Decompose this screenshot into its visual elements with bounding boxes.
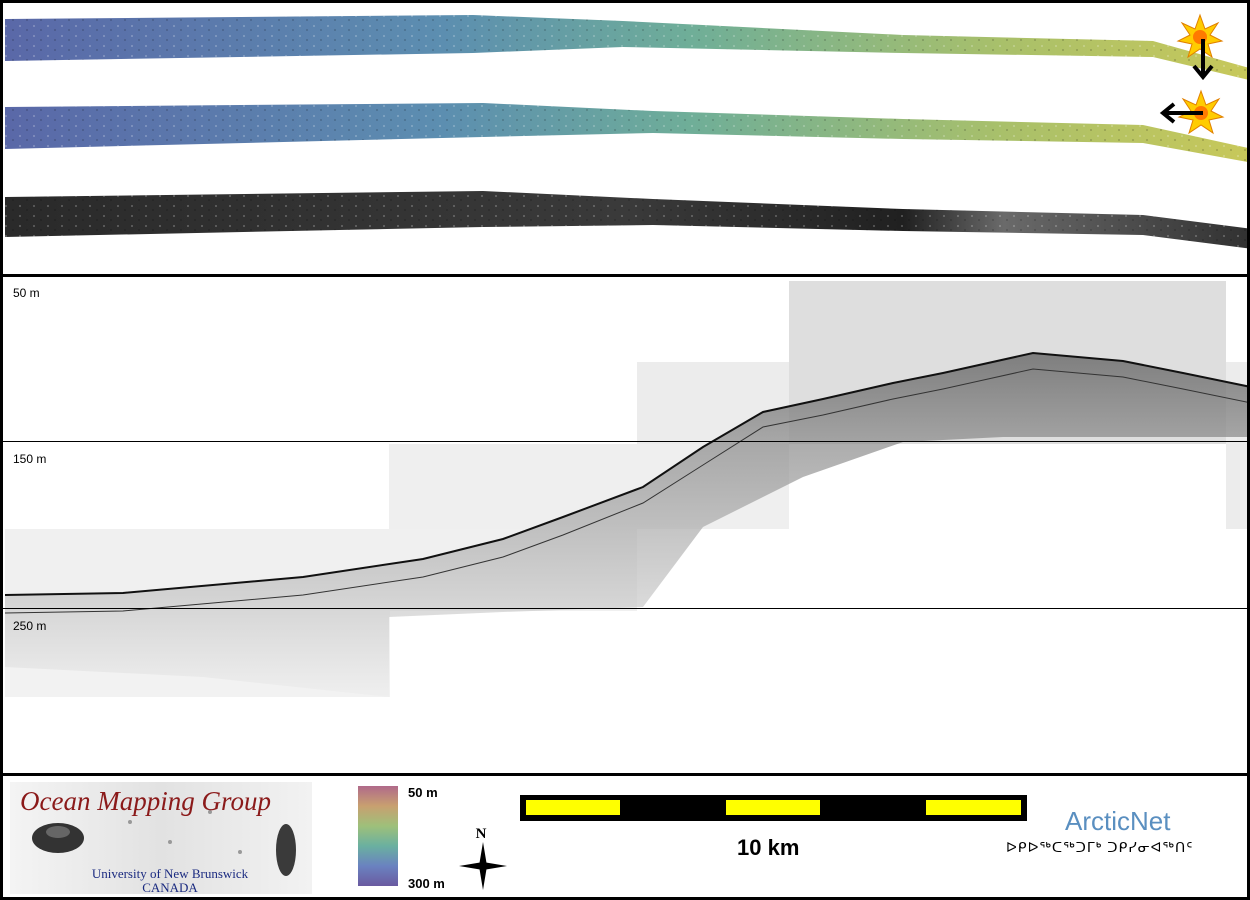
scale-segment (526, 800, 620, 815)
backscatter-strip-texture (5, 191, 1247, 249)
depth-label-50: 50 m (13, 286, 40, 300)
depth-gridline (3, 608, 1247, 609)
arrow-down-icon (1192, 39, 1214, 81)
depth-label-250: 250 m (13, 619, 47, 633)
omg-logo-graphic (32, 810, 296, 876)
bathymetry-strip-2-texture (5, 103, 1247, 162)
subbottom-profile-panel: 50 m 150 m 250 m (0, 274, 1250, 777)
colorbar-top-label: 50 m (408, 785, 438, 800)
arcticnet-syllabics: ᐅᑭᐅᖅᑕᖅᑐᒥᒃ ᑐᑭᓯᓂᐊᖅᑎᑦ (1006, 839, 1194, 855)
omg-title: Ocean Mapping Group (20, 786, 271, 816)
scale-bar (520, 795, 1027, 821)
subsurface-reflector (4, 368, 1247, 614)
arcticnet-title: ArcticNet (1065, 806, 1171, 836)
depth-label-150: 150 m (13, 452, 47, 466)
bathymetry-strip-1-texture (5, 15, 1247, 80)
omg-country: CANADA (142, 880, 198, 895)
legend-panel: Ocean Mapping Group University of New Br… (0, 773, 1250, 900)
scale-bar-label: 10 km (737, 835, 800, 860)
swath-panel (0, 0, 1250, 278)
arrow-left-icon (1159, 102, 1203, 124)
omg-university: University of New Brunswick (91, 866, 249, 881)
scale-segment (926, 800, 1021, 815)
north-arrow-label: N (476, 826, 487, 842)
colorbar-bottom-label: 300 m (408, 876, 445, 891)
north-arrow-icon: N (459, 826, 507, 890)
omg-logo: Ocean Mapping Group University of New Br… (10, 782, 312, 895)
seafloor-line (4, 351, 1247, 596)
swath-strips (5, 13, 1247, 249)
depth-colorbar (358, 786, 398, 886)
subbottom-profile (4, 281, 1247, 697)
scale-segment (726, 800, 820, 815)
seafloor-reflector (5, 353, 1247, 697)
depth-gridline (3, 441, 1247, 442)
